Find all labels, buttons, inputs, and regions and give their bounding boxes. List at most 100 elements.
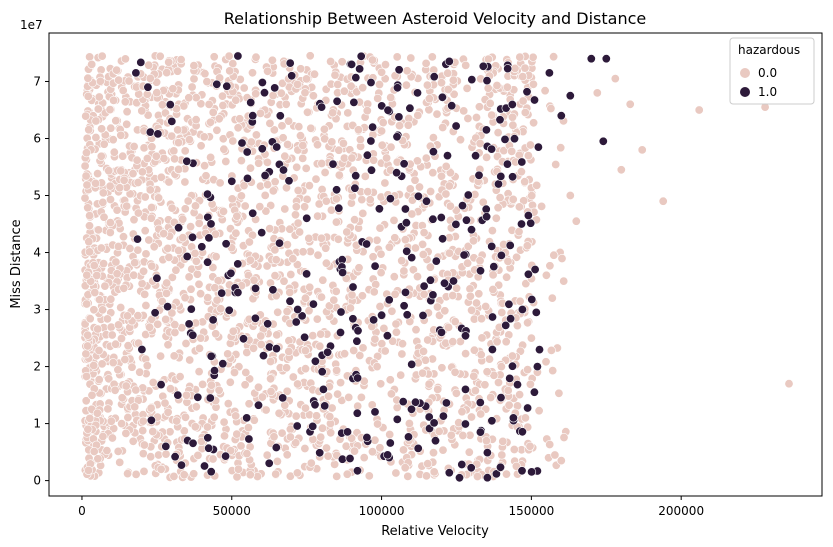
data-point-1	[205, 393, 215, 403]
data-point-1	[517, 304, 527, 314]
data-point-0	[209, 412, 219, 422]
data-point-0	[108, 135, 118, 145]
data-point-0	[441, 161, 451, 171]
data-point-0	[547, 293, 557, 303]
data-point-0	[128, 169, 138, 179]
data-point-0	[292, 468, 302, 478]
data-point-0	[784, 379, 794, 389]
data-point-0	[268, 186, 278, 196]
data-point-1	[385, 438, 395, 448]
data-point-1	[451, 121, 461, 131]
data-point-0	[421, 58, 431, 68]
data-point-0	[341, 441, 351, 451]
data-point-0	[305, 282, 315, 292]
data-point-0	[95, 295, 105, 305]
data-point-0	[181, 338, 191, 348]
data-point-0	[467, 305, 477, 315]
data-point-0	[443, 68, 453, 78]
data-point-0	[367, 55, 377, 65]
data-point-1	[161, 441, 171, 451]
data-point-0	[115, 183, 125, 193]
data-point-0	[455, 135, 465, 145]
data-point-0	[191, 256, 201, 266]
data-point-0	[484, 354, 494, 364]
plot-frame	[48, 32, 823, 497]
data-point-1	[482, 473, 492, 483]
data-point-0	[255, 108, 265, 118]
data-point-0	[525, 441, 535, 451]
data-point-0	[503, 385, 513, 395]
data-point-1	[263, 319, 273, 329]
data-point-0	[294, 122, 304, 132]
data-point-0	[148, 377, 158, 387]
data-point-0	[147, 142, 157, 152]
data-point-0	[256, 331, 266, 341]
data-point-0	[308, 91, 318, 101]
x-axis: 0 50000 100000 150000 200000	[78, 496, 704, 518]
data-point-0	[330, 70, 340, 80]
data-point-0	[522, 241, 532, 251]
data-point-0	[85, 211, 95, 221]
data-point-0	[208, 454, 218, 464]
data-point-0	[450, 367, 460, 377]
data-point-1	[239, 334, 249, 344]
data-point-1	[188, 232, 198, 242]
data-point-0	[251, 52, 261, 62]
data-point-0	[433, 384, 443, 394]
data-point-0	[117, 333, 127, 343]
data-point-1	[495, 462, 505, 472]
data-point-1	[203, 433, 213, 443]
data-point-0	[438, 123, 448, 133]
data-point-1	[481, 125, 491, 135]
data-point-1	[292, 421, 302, 431]
data-point-1	[362, 432, 372, 442]
data-point-0	[332, 471, 342, 481]
data-point-1	[226, 268, 236, 278]
data-point-1	[310, 356, 320, 366]
data-point-1	[410, 397, 420, 407]
data-point-1	[502, 159, 512, 169]
data-point-0	[184, 272, 194, 282]
data-point-0	[501, 337, 511, 347]
data-point-0	[112, 205, 122, 215]
data-point-0	[413, 110, 423, 120]
data-point-1	[385, 194, 395, 204]
data-point-1	[224, 305, 234, 315]
data-point-0	[251, 89, 261, 99]
data-point-0	[284, 116, 294, 126]
data-point-0	[637, 145, 647, 155]
data-point-1	[275, 111, 285, 121]
data-point-0	[211, 252, 221, 262]
data-point-0	[165, 427, 175, 437]
data-point-0	[211, 329, 221, 339]
data-point-0	[175, 372, 185, 382]
data-point-0	[367, 447, 377, 457]
data-point-0	[321, 243, 331, 253]
data-point-0	[379, 323, 389, 333]
data-point-1	[530, 264, 540, 274]
data-point-0	[149, 242, 159, 252]
data-point-0	[548, 366, 558, 376]
data-point-0	[342, 227, 352, 237]
data-point-1	[407, 359, 417, 369]
data-point-0	[318, 275, 328, 285]
data-point-0	[137, 279, 147, 289]
data-point-1	[496, 250, 506, 260]
data-point-0	[512, 321, 522, 331]
data-point-1	[601, 54, 611, 64]
data-point-0	[364, 471, 374, 481]
data-point-0	[481, 436, 491, 446]
data-point-0	[121, 381, 131, 391]
data-point-1	[217, 288, 227, 298]
data-point-1	[258, 351, 268, 361]
data-point-0	[463, 258, 473, 268]
data-point-0	[441, 189, 451, 199]
y-tick-label: 0	[33, 474, 41, 488]
data-point-0	[390, 233, 400, 243]
data-point-0	[129, 270, 139, 280]
data-point-0	[429, 467, 439, 477]
data-point-0	[93, 169, 103, 179]
data-point-0	[142, 361, 152, 371]
data-point-1	[328, 159, 338, 169]
data-point-0	[293, 218, 303, 228]
